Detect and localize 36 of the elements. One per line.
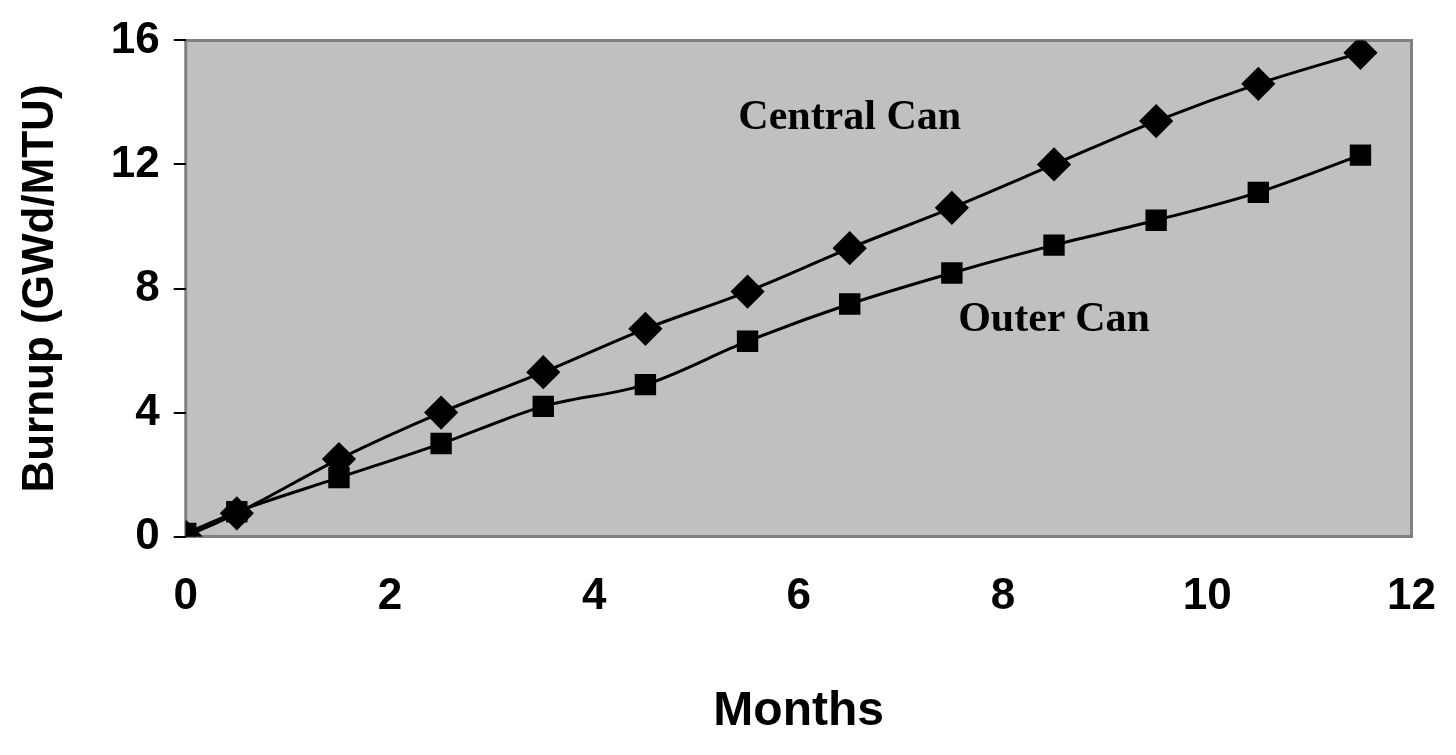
y-tick-label: 4 xyxy=(135,384,161,434)
point xyxy=(1139,104,1173,138)
y-tick-label: 8 xyxy=(135,260,160,310)
point xyxy=(833,231,867,265)
point xyxy=(1043,234,1065,256)
point xyxy=(634,373,657,396)
x-tick-label: 2 xyxy=(377,569,403,619)
point xyxy=(430,432,452,455)
y-tick-label: 0 xyxy=(135,508,160,558)
x-tick-label: 10 xyxy=(1182,569,1232,619)
y-axis-title: Burnup (GWd/MTU) xyxy=(12,84,62,493)
point xyxy=(1241,67,1275,101)
series-label: Outer Can xyxy=(958,293,1150,340)
series-label: Central Can xyxy=(738,92,962,139)
point xyxy=(1145,209,1167,231)
point xyxy=(628,312,662,346)
x-tick-label: 12 xyxy=(1387,569,1437,619)
point xyxy=(1247,181,1269,204)
point xyxy=(526,355,560,389)
point xyxy=(736,330,759,352)
y-tick-label: 16 xyxy=(110,12,160,62)
point xyxy=(1349,144,1372,166)
point xyxy=(1037,147,1071,181)
y-tick-label: 12 xyxy=(110,136,160,186)
x-tick-label: 8 xyxy=(990,569,1016,619)
x-tick-label: 0 xyxy=(173,569,198,619)
x-axis-title: Months xyxy=(713,682,884,736)
point xyxy=(839,293,861,315)
point xyxy=(424,396,458,430)
x-tick-label: 4 xyxy=(582,569,608,619)
point xyxy=(935,191,969,225)
point xyxy=(532,395,554,418)
point xyxy=(941,262,963,284)
x-tick-label: 6 xyxy=(786,569,811,619)
point xyxy=(328,466,350,489)
point xyxy=(731,275,765,309)
